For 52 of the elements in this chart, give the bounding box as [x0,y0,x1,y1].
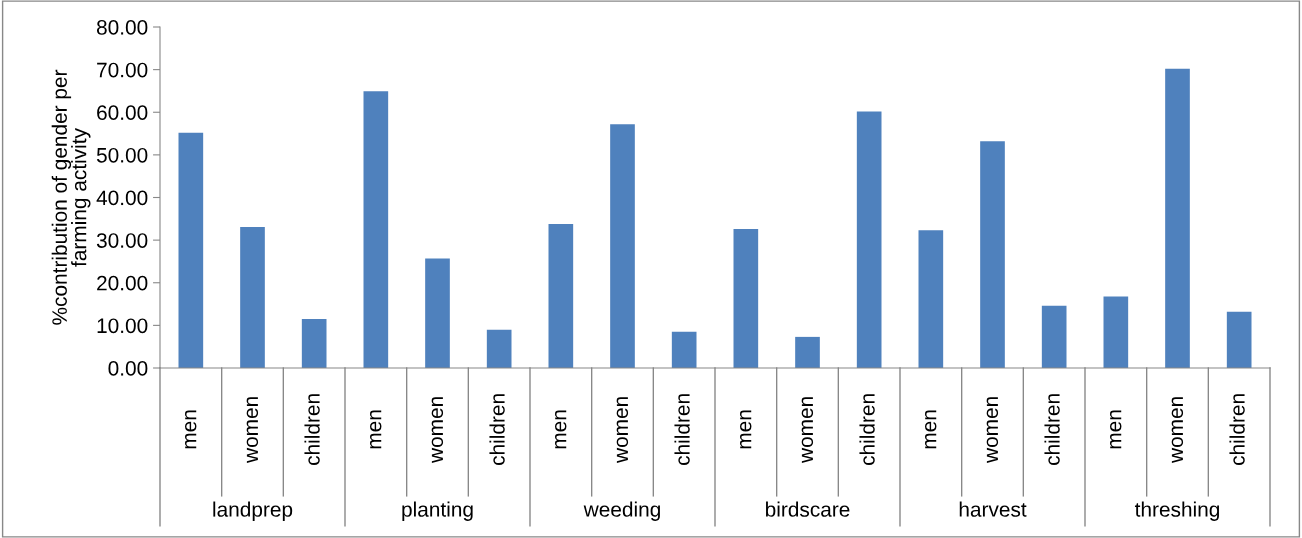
y-tick-label: 20.00 [97,275,148,291]
bar [795,336,820,368]
x-tick-label: children [1229,394,1245,465]
bar [425,258,450,368]
x-tick-label: men [740,410,752,449]
y-tick-label: 10.00 [97,318,148,334]
x-tick-label: men [555,410,567,449]
x-tick-label: children [1044,394,1060,465]
bar [301,318,327,368]
text: weeding [583,501,660,521]
bar [178,132,204,368]
y-tick-label: 30.00 [96,233,148,248]
y-tick-label: 50.00 [96,147,148,163]
bar [856,111,882,368]
text: planting [402,501,473,521]
text: threshing [1134,501,1220,521]
x-tick-label: women [431,397,444,463]
y-axis-title: %contribution of gender per farming activity [51,69,91,325]
y-tick-label: 60.00 [97,105,148,120]
x-tick-label: men [925,410,937,449]
bar [363,91,389,368]
bar [671,331,697,368]
y-tick-label: 80.00 [96,20,148,35]
bar [1041,305,1067,368]
y-tick-label: 0.00 [108,361,148,376]
y-tick-label: 40.00 [96,190,148,206]
x-tick-label: women [616,397,629,463]
bar [1165,68,1190,368]
y-tick-label: 70.00 [97,62,148,78]
bar [918,230,944,368]
bar [486,329,512,368]
bar [1103,296,1129,368]
x-tick-label: children [859,394,875,465]
x-tick-label: children [674,394,690,465]
bar [610,124,635,368]
x-tick-label: children [304,394,320,465]
bar [733,229,759,368]
bar [548,223,574,368]
x-tick-label: women [986,397,999,463]
x-tick-label: men [370,410,382,449]
text: birdscare [766,501,850,517]
bar [980,141,1005,368]
x-tick-label: men [1110,410,1122,449]
x-tick-label: women [801,397,814,463]
x-tick-label: men [185,410,197,449]
bar [240,226,265,368]
bar [1226,311,1252,368]
text: landprep [213,501,293,521]
x-tick-label: women [1171,397,1184,463]
x-tick-label: children [489,394,505,465]
x-tick-label: women [246,397,259,463]
text: harvest [959,501,1027,517]
